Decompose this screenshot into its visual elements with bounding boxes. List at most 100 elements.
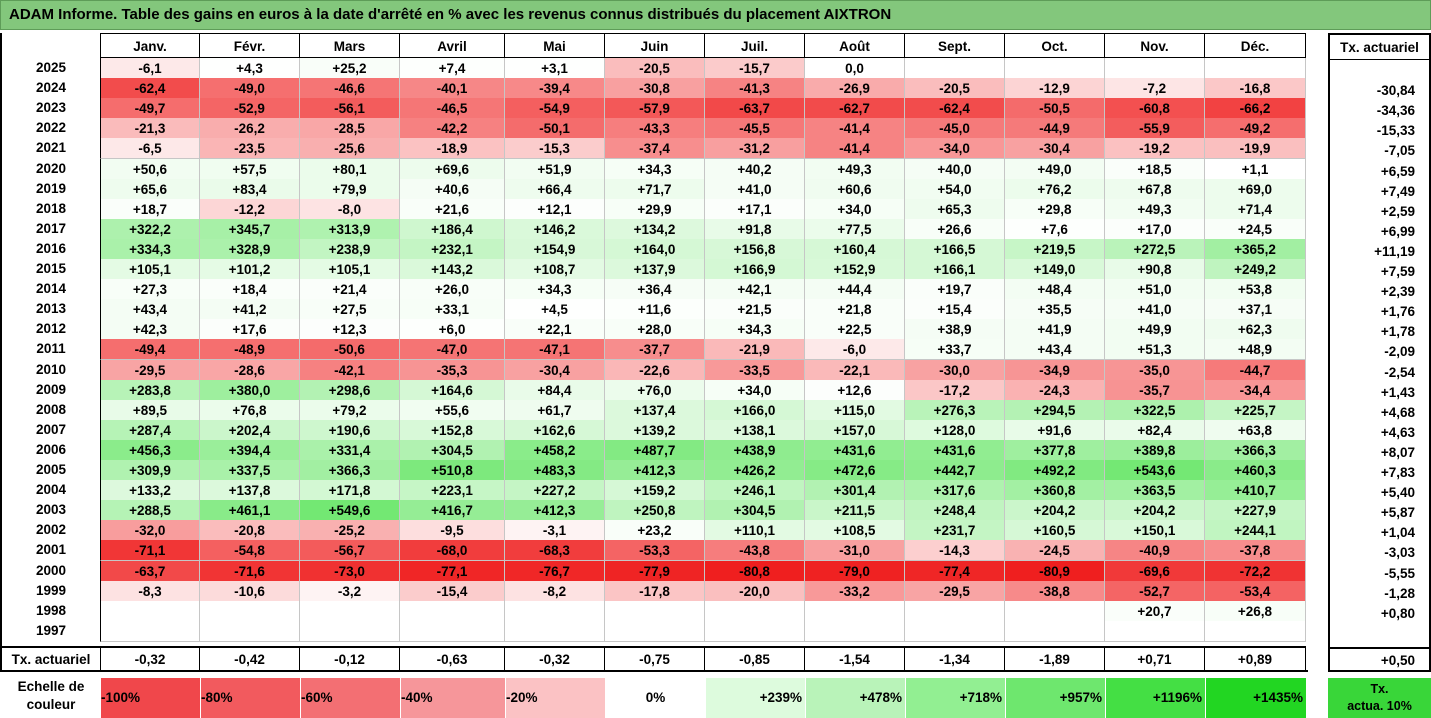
gain-cell: +17,1	[705, 198, 805, 220]
gain-cell: -44,7	[1205, 359, 1306, 381]
gain-cell: +105,1	[100, 259, 200, 280]
gain-cell: +41,0	[705, 178, 805, 200]
gain-cell: +412,3	[505, 500, 605, 522]
gain-cell: -45,5	[705, 118, 805, 140]
gain-cell: +110,1	[705, 520, 805, 542]
gain-cell: +160,5	[1005, 520, 1105, 542]
footer-tx-cell: -0,85	[705, 646, 805, 670]
gain-cell: -66,2	[1205, 98, 1306, 120]
gain-cell: +416,7	[400, 500, 505, 522]
gain-cell: -77,9	[605, 560, 705, 582]
gain-cell: +288,5	[100, 500, 200, 522]
gain-cell: +49,3	[805, 158, 905, 180]
tx-actuariel-value: -30,84	[1376, 83, 1415, 99]
gain-cell: -69,6	[1105, 560, 1205, 582]
gain-cell: +152,8	[400, 419, 505, 441]
gain-cell: -31,2	[705, 138, 805, 160]
tx-actuariel-value	[1330, 624, 1429, 644]
legend-tx-line1: Tx.	[1370, 682, 1389, 696]
month-header: Mars	[300, 33, 400, 58]
gain-cell: -49,0	[200, 78, 300, 100]
gain-cell: +149,0	[1005, 259, 1105, 280]
tx-actuariel-value: +7,59	[1380, 264, 1415, 279]
gain-cell	[400, 600, 505, 622]
gain-cell: +34,0	[805, 198, 905, 220]
legend-label-line2: couleur	[26, 697, 76, 712]
gain-cell: -22,6	[605, 359, 705, 381]
gain-cell: +63,8	[1205, 419, 1306, 441]
year-label: 2000	[35, 562, 67, 578]
gain-cell: +29,8	[1005, 198, 1105, 220]
month-header: Oct.	[1005, 33, 1105, 58]
gain-cell: +166,1	[905, 259, 1005, 280]
gain-cell: -28,5	[300, 118, 400, 140]
gain-cell: +139,2	[605, 419, 705, 441]
gain-cell: -47,1	[505, 339, 605, 361]
gain-cell: +34,0	[705, 379, 805, 401]
tx-actuariel-total: +0,50	[1330, 647, 1429, 671]
year-label: 2010	[35, 361, 67, 377]
gain-cell: -10,6	[200, 580, 300, 602]
gain-cell: -63,7	[705, 98, 805, 120]
tx-actuariel-value: +1,04	[1380, 525, 1415, 541]
year-label: 2013	[35, 301, 67, 317]
gain-cell: +26,0	[400, 279, 505, 301]
tx-actuariel-value: -1,28	[1384, 585, 1415, 601]
gain-cell	[300, 600, 400, 622]
gain-cell	[805, 620, 905, 642]
gain-cell: -15,3	[505, 138, 605, 160]
tx-actuariel-value: +1,78	[1380, 324, 1415, 340]
tx-actuariel-value: -3,03	[1384, 545, 1415, 561]
gain-cell: -20,8	[200, 520, 300, 542]
gain-cell: +334,3	[100, 238, 200, 260]
gain-cell: -21,9	[705, 339, 805, 361]
gain-cell: +18,7	[100, 198, 200, 220]
year-label: 2020	[35, 160, 67, 176]
gain-cell: -60,8	[1105, 98, 1205, 120]
gain-cell: +34,3	[705, 319, 805, 341]
gain-cell: +12,3	[300, 319, 400, 341]
gain-cell: +33,7	[905, 339, 1005, 361]
gain-cell: -15,7	[705, 58, 805, 79]
gain-cell: -77,4	[905, 560, 1005, 582]
gain-cell: +304,5	[705, 500, 805, 522]
month-header: Juil.	[705, 33, 805, 58]
gain-cell: -37,4	[605, 138, 705, 160]
tx-actuariel-value: +7,49	[1380, 183, 1415, 199]
footer-tx-cell: -0,42	[200, 646, 300, 670]
footer-tx-cell: +0,71	[1105, 646, 1205, 670]
gain-cell: +128,0	[905, 419, 1005, 441]
gain-cell	[905, 620, 1005, 642]
gain-cell: +157,0	[805, 419, 905, 441]
gain-cell: -62,7	[805, 98, 905, 120]
gain-cell: +137,9	[605, 259, 705, 280]
gain-cell: +48,4	[1005, 279, 1105, 301]
tx-actuariel-value: -34,36	[1376, 103, 1415, 119]
gain-cell: -54,9	[505, 98, 605, 120]
gain-cell: +543,6	[1105, 460, 1205, 481]
gain-cell: +48,9	[1205, 339, 1306, 361]
gain-cell: +152,9	[805, 259, 905, 280]
footer-tx-cell: -0,12	[300, 646, 400, 670]
gain-cell	[1005, 58, 1105, 79]
month-header: Févr.	[200, 33, 300, 58]
gain-cell: +21,6	[400, 198, 505, 220]
gain-cell: -39,4	[505, 78, 605, 100]
gain-cell: +304,5	[400, 439, 505, 461]
gain-cell: +65,6	[100, 178, 200, 200]
tx-actuariel-header: Tx. actuariel	[1330, 35, 1429, 60]
gain-cell: +483,3	[505, 460, 605, 481]
gain-cell: -52,9	[200, 98, 300, 120]
gain-cell: +42,3	[100, 319, 200, 341]
tx-actuariel-value: +2,59	[1380, 203, 1415, 219]
gain-cell: -71,6	[200, 560, 300, 582]
gain-cell: -16,8	[1205, 78, 1306, 100]
tx-actuariel-value: -15,33	[1376, 123, 1415, 139]
legend-step: -40%	[401, 678, 506, 718]
gain-cell: +431,6	[805, 439, 905, 461]
gain-cell: +69,6	[400, 158, 505, 180]
tx-actuariel-value: +5,40	[1380, 485, 1415, 501]
gain-cell: +28,0	[605, 319, 705, 341]
gain-cell: -62,4	[905, 98, 1005, 120]
gain-cell: -49,2	[1205, 118, 1306, 140]
